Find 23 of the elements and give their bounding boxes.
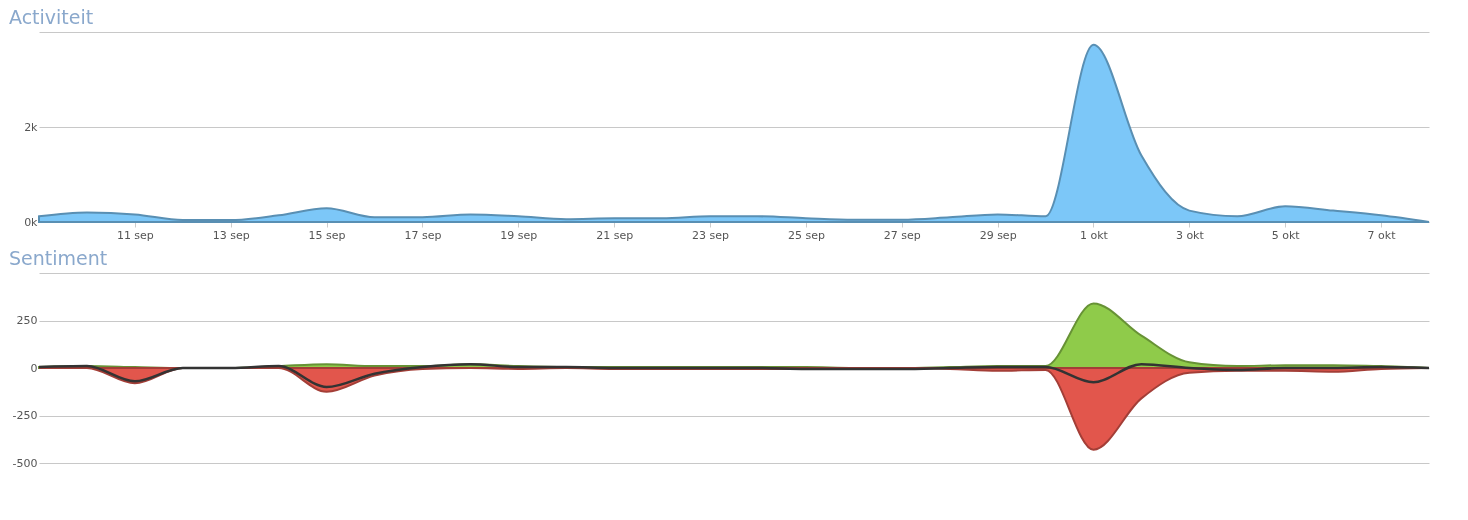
x-tick-label: 7 okt	[1367, 228, 1397, 242]
x-tick-label: 17 sep	[404, 228, 442, 242]
x-tick-label: 15 sep	[308, 228, 346, 242]
x-tick-label: 19 sep	[500, 228, 538, 242]
y-tick-label: 2k	[24, 120, 39, 134]
x-tick-label: 27 sep	[883, 228, 921, 242]
y-tick-label: 250	[16, 314, 38, 327]
y-tick-label: 0k	[24, 215, 39, 229]
y-tick-label: -500	[12, 456, 38, 470]
chart-title: Activiteit	[9, 6, 94, 28]
x-tick-label: 25 sep	[787, 228, 825, 242]
x-tick-label: 29 sep	[979, 228, 1017, 242]
line-series	[37, 362, 1431, 389]
x-tick-label: 21 sep	[596, 228, 634, 242]
x-tick-label: 11 sep	[116, 228, 154, 242]
x-tick-label: 5 okt	[1271, 228, 1301, 242]
x-tick-label: 23 sep	[692, 228, 730, 242]
x-tick-label: 13 sep	[212, 228, 250, 242]
x-tick-label: 1 okt	[1080, 228, 1109, 242]
chart-title: Sentiment	[9, 247, 108, 269]
x-tick-label: 3 okt	[1175, 228, 1205, 242]
y-tick-label: 0	[30, 361, 38, 375]
y-tick-label: -250	[12, 409, 38, 422]
